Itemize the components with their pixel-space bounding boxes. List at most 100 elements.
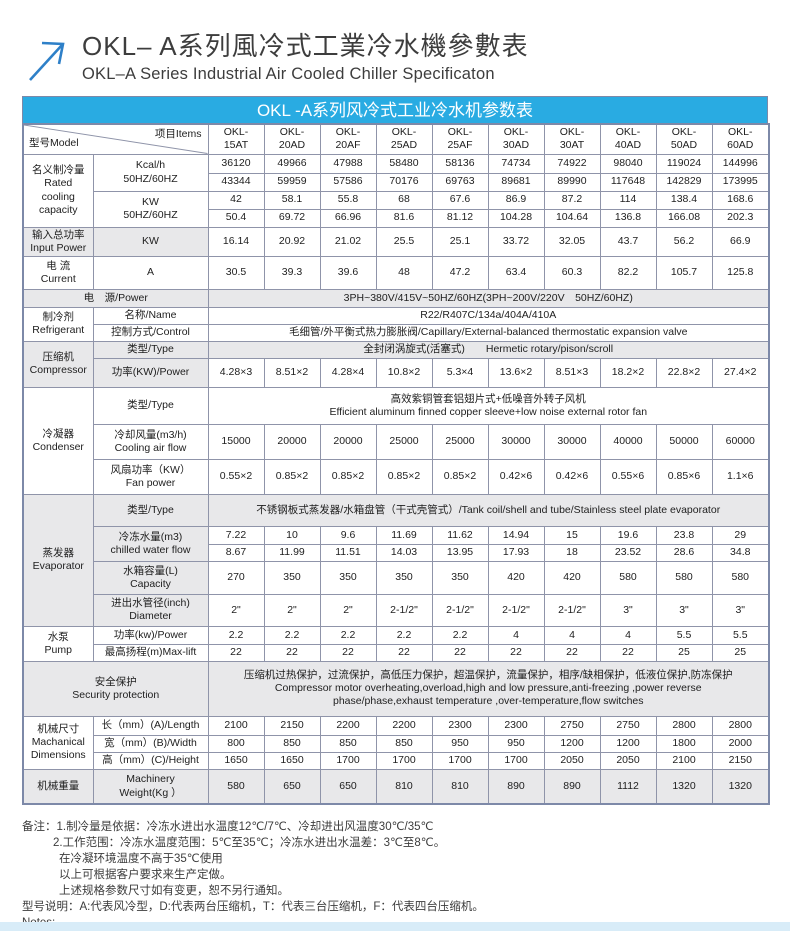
row-item-label: 名称/Name [92,306,209,325]
value-cell: 82.2 [599,255,657,290]
value-cell: 0.85×2 [263,458,321,495]
row-span-value: R22/R407C/134a/404A/410A [207,306,770,325]
value-cell: 166.08 [655,208,713,228]
value-cell: 30000 [543,423,601,460]
value-cell: 350 [375,560,433,595]
value-cell: 2.2 [319,625,377,645]
model-column-header: OKL- 60AD [711,123,770,155]
row-item-label: 宽（mm）(B)/Width [92,734,209,753]
note-line: 备注：1.制冷量是依据：冷冻水进出水温度12℃/7℃、冷却进出风温度30℃/35… [22,821,434,834]
note-line: 型号说明：A:代表风冷型，D:代表两台压缩机，T：代表三台压缩机，F：代表四台压… [22,901,484,914]
value-cell: 50000 [655,423,713,460]
value-cell: 142829 [655,172,713,192]
value-cell: 60.3 [543,255,601,290]
value-cell: 23.8 [655,525,713,545]
value-cell: 117648 [599,172,657,192]
value-cell: 420 [543,560,601,595]
value-cell: 350 [263,560,321,595]
value-cell: 16.14 [207,226,265,257]
value-cell: 800 [207,734,265,753]
value-cell: 1800 [655,734,713,753]
value-cell: 98040 [599,153,657,174]
value-cell: 1700 [431,751,489,770]
value-cell: 1700 [375,751,433,770]
row-group-label: 机械重量 [22,768,94,805]
value-cell: 890 [487,768,545,805]
row-item-label: 功率(KW)/Power [92,357,209,388]
value-cell: 2050 [599,751,657,770]
row-group-label: 电 流 Current [22,255,94,290]
value-cell: 580 [655,560,713,595]
corner-cell: 型号Model 项目Items [22,123,209,155]
value-cell: 39.6 [319,255,377,290]
row-span-value: 高效紫铜管套铝翅片式+低噪音外转子风机 Efficient aluminum f… [207,386,770,425]
spec-table-wrap: OKL -A系列风冷式工业冷水机参数表 型号Model 项目Items OKL- 1… [22,96,770,806]
row-span-value: 毛细管/外平衡式热力膨胀阀/Capillary/External-balance… [207,323,770,342]
value-cell: 1.1×6 [711,458,770,495]
value-cell: 350 [431,560,489,595]
value-cell: 69763 [431,172,489,192]
value-cell: 144996 [711,153,770,174]
value-cell: 2300 [487,715,545,736]
corner-diagonal-line [24,125,207,153]
value-cell: 25.1 [431,226,489,257]
value-cell: 580 [207,768,265,805]
value-cell: 49966 [263,153,321,174]
value-cell: 2.2 [431,625,489,645]
value-cell: 22.8×2 [655,357,713,388]
value-cell: 4.28×3 [207,357,265,388]
value-cell: 7.22 [207,525,265,545]
value-cell: 810 [431,768,489,805]
value-cell: 22 [487,643,545,662]
page-subtitle: OKL–A Series Industrial Air Cooled Chill… [82,64,495,83]
value-cell: 57586 [319,172,377,192]
value-cell: 2750 [599,715,657,736]
value-cell: 11.51 [319,543,377,562]
row-item-label: 类型/Type [92,386,209,425]
model-column-header: OKL- 25AD [375,123,433,155]
note-line: 在冷凝环境温度不高于35℃使用 [59,853,223,866]
value-cell: 202.3 [711,208,770,228]
value-cell: 2750 [543,715,601,736]
row-item-label: 控制方式/Control [92,323,209,342]
row-span-value: 不锈钢板式蒸发器/水箱盘管（干式壳管式）/Tank coil/shell and… [207,493,770,527]
value-cell: 15 [543,525,601,545]
value-cell: 1200 [543,734,601,753]
value-cell: 22 [375,643,433,662]
value-cell: 36120 [207,153,265,174]
value-cell: 63.4 [487,255,545,290]
value-cell: 4 [543,625,601,645]
value-cell: 33.72 [487,226,545,257]
value-cell: 1320 [711,768,770,805]
value-cell: 20000 [319,423,377,460]
value-cell: 2150 [711,751,770,770]
corner-items-label: 项目Items [154,128,202,140]
row-span-value: 压缩机过热保护，过流保护，高低压力保护，超温保护，流量保护，相序/缺相保护，低液… [207,660,770,717]
value-cell: 2-1/2" [487,593,545,627]
value-cell: 86.9 [487,190,545,210]
value-cell: 850 [375,734,433,753]
row-item-label: 类型/Type [92,340,209,359]
model-column-header: OKL- 30AD [487,123,545,155]
value-cell: 950 [487,734,545,753]
value-cell: 2.2 [263,625,321,645]
value-cell: 0.55×6 [599,458,657,495]
row-item-label: 进出水管径(inch) Diameter [92,593,209,627]
table-title-bar: OKL -A系列风冷式工业冷水机参数表 [22,96,768,123]
value-cell: 650 [263,768,321,805]
value-cell: 70176 [375,172,433,192]
value-cell: 22 [319,643,377,662]
value-cell: 2-1/2" [543,593,601,627]
value-cell: 58.1 [263,190,321,210]
corner-model-label: 型号Model [29,137,79,150]
note-line: 2.工作范围：冷冻水温度范围：5℃至35℃；冷冻水进出水温差：3℃至8℃。 [53,837,446,850]
value-cell: 173995 [711,172,770,192]
value-cell: 1320 [655,768,713,805]
row-item-label: 高（mm）(C)/Height [92,751,209,770]
value-cell: 1112 [599,768,657,805]
row-group-label: 压缩机 Compressor [22,340,94,388]
model-column-header: OKL- 20AF [319,123,377,155]
value-cell: 48 [375,255,433,290]
value-cell: 74922 [543,153,601,174]
